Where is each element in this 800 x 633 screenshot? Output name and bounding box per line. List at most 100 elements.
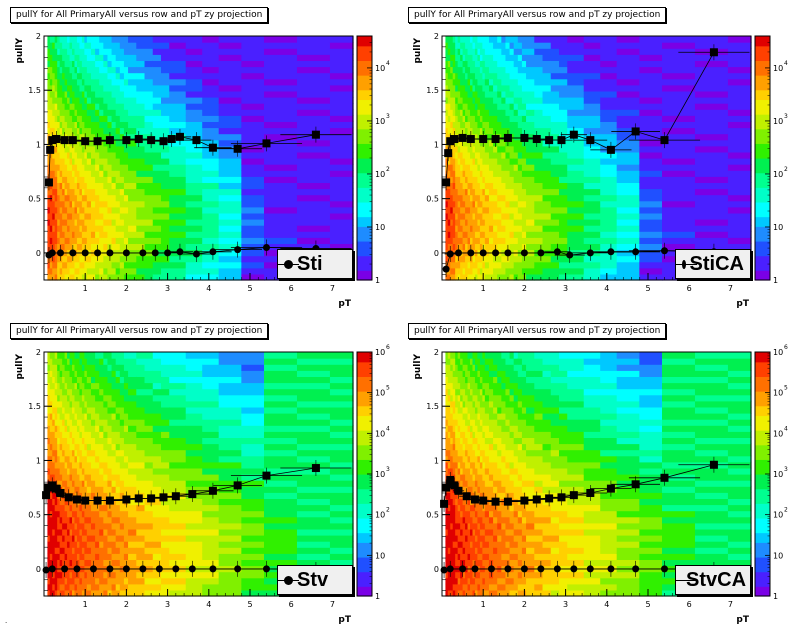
heatmap-cell: [445, 103, 449, 110]
heatmap-cell: [460, 78, 464, 86]
heatmap-cell: [84, 413, 88, 420]
heatmap-cell: [583, 127, 601, 135]
heatmap-cell: [52, 151, 56, 159]
heatmap-cell: [559, 151, 568, 159]
heatmap-cell: [470, 90, 474, 98]
heatmap-cell: [86, 486, 92, 493]
heatmap-cell: [103, 541, 109, 548]
heatmap-cell: [84, 504, 88, 512]
heatmap-cell: [64, 541, 68, 548]
heatmap-cell: [662, 54, 696, 61]
heatmap-cell: [52, 225, 56, 232]
heatmap-cell: [136, 413, 146, 420]
heatmap-cell: [144, 504, 154, 512]
heatmap-cell: [103, 467, 109, 475]
heatmap-cell: [493, 194, 498, 202]
heatmap-cell: [107, 437, 113, 445]
heatmap-cell: [639, 237, 663, 244]
heatmap-cell: [81, 474, 85, 481]
colorbar-exponent: 3: [784, 113, 788, 120]
heatmap-cell: [136, 474, 146, 481]
heatmap-cell: [95, 394, 100, 402]
heatmap-cell: [81, 486, 85, 493]
heatmap-cell: [218, 121, 242, 129]
heatmap-cell: [90, 382, 96, 390]
heatmap-cell: [69, 388, 73, 396]
heatmap-cell: [67, 583, 71, 591]
heatmap-cell: [477, 219, 481, 226]
heatmap-cell: [144, 54, 154, 61]
heatmap-cell: [144, 376, 154, 384]
heatmap-cell: [49, 535, 53, 542]
heatmap-cell: [57, 541, 61, 548]
data-point: [532, 135, 541, 144]
heatmap-cell: [95, 571, 100, 579]
heatmap-cell: [119, 394, 125, 402]
heatmap-cell: [103, 121, 109, 129]
heatmap-cell: [86, 121, 92, 129]
heatmap-cell: [90, 516, 96, 524]
data-point: [167, 135, 176, 144]
heatmap-cell: [67, 42, 71, 49]
heatmap-cell: [445, 243, 449, 251]
heatmap-cell: [47, 406, 51, 414]
heatmap-cell: [67, 431, 71, 438]
heatmap-cell: [479, 97, 483, 104]
heatmap-cell: [452, 255, 456, 263]
heatmap-cell: [59, 66, 63, 74]
heatmap-cell: [111, 176, 117, 183]
heatmap-cell: [47, 212, 51, 220]
heatmap-cell: [54, 358, 58, 365]
heatmap-cell: [64, 170, 68, 177]
heatmap-cell: [90, 225, 96, 232]
heatmap-cell: [484, 48, 490, 55]
heatmap-cell: [47, 66, 51, 74]
heatmap-cell: [241, 109, 265, 116]
heatmap-cell: [452, 225, 456, 232]
heatmap-cell: [107, 467, 113, 475]
heatmap-cell: [185, 115, 203, 122]
heatmap-cell: [474, 145, 479, 153]
heatmap-cell: [455, 200, 459, 208]
heatmap-cell: [144, 480, 154, 487]
heatmap-cell: [67, 571, 71, 579]
heatmap-cell: [152, 358, 162, 365]
heatmap-cell: [119, 139, 125, 147]
heatmap-cell: [457, 97, 461, 104]
heatmap-cell: [76, 133, 81, 141]
heatmap-cell: [488, 127, 494, 135]
heatmap-cell: [144, 455, 154, 463]
heatmap-cell: [99, 522, 104, 530]
heatmap-cell: [264, 200, 298, 208]
heatmap-cell: [161, 200, 170, 208]
heatmap-cell: [72, 273, 76, 281]
heatmap-cell: [600, 182, 618, 190]
y-tick-label: 1.5: [426, 86, 439, 95]
heatmap-cell: [99, 97, 104, 104]
heatmap-cell: [144, 42, 154, 49]
heatmap-cell: [639, 48, 663, 55]
heatmap-cell: [84, 42, 88, 49]
heatmap-cell: [81, 231, 85, 238]
heatmap-cell: [467, 158, 471, 165]
heatmap-cell: [84, 455, 88, 463]
heatmap-cell: [90, 194, 96, 202]
heatmap-cell: [81, 48, 85, 55]
heatmap-cell: [62, 583, 66, 591]
heatmap-cell: [64, 400, 68, 408]
heatmap-cell: [526, 231, 535, 238]
heatmap-cell: [467, 60, 471, 68]
heatmap-cell: [76, 109, 81, 116]
heatmap-cell: [264, 151, 298, 159]
heatmap-cell: [488, 243, 494, 251]
heatmap-cell: [472, 194, 476, 202]
heatmap-cell: [472, 176, 476, 183]
heatmap-cell: [72, 535, 76, 542]
heatmap-cell: [460, 273, 464, 281]
heatmap-cell: [115, 559, 121, 567]
colorbar-segment: [357, 192, 372, 198]
heatmap-cell: [694, 42, 729, 49]
heatmap-cell: [52, 400, 56, 408]
heatmap-cell: [505, 54, 511, 61]
heatmap-cell: [128, 498, 137, 506]
